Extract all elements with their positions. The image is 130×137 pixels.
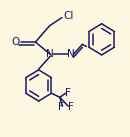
Text: F: F	[65, 88, 71, 98]
Text: N: N	[67, 49, 75, 59]
Text: Cl: Cl	[63, 11, 73, 21]
Text: F: F	[68, 102, 74, 112]
Text: N: N	[46, 49, 54, 59]
Text: O: O	[11, 37, 20, 47]
Text: F: F	[58, 102, 64, 112]
